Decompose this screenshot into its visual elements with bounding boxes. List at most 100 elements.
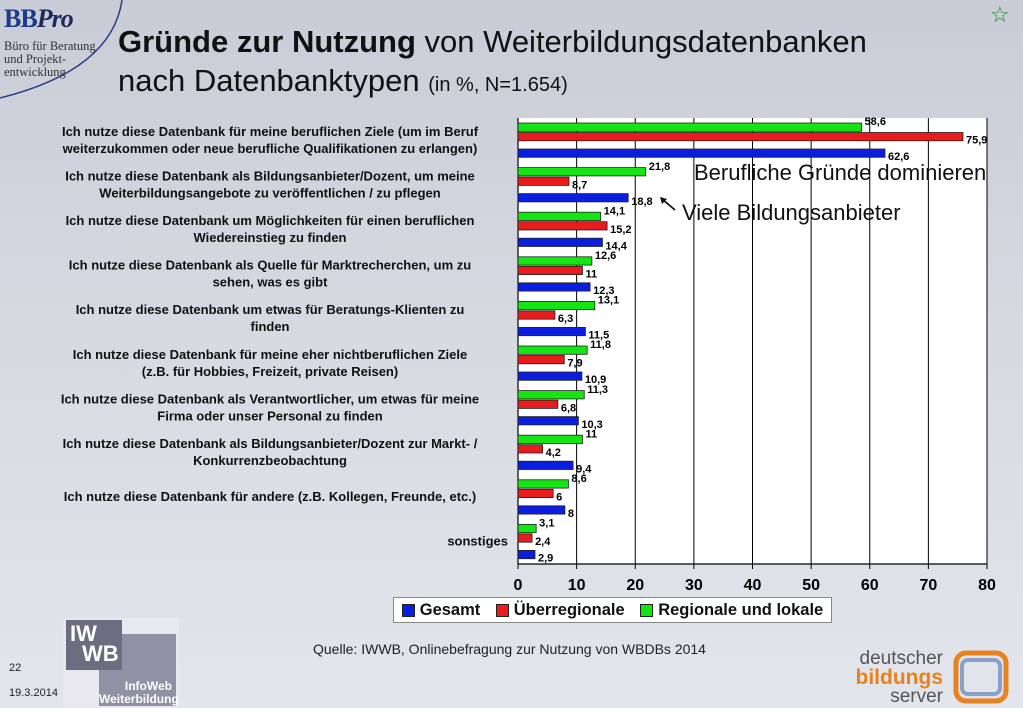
bar bbox=[517, 434, 583, 444]
bar bbox=[517, 399, 559, 409]
bar bbox=[517, 533, 533, 543]
bar bbox=[517, 444, 544, 454]
data-label: 11 bbox=[585, 268, 597, 280]
bildungsserver-icon bbox=[953, 650, 1009, 704]
x-tick-label: 50 bbox=[802, 577, 820, 594]
data-label: 12,6 bbox=[595, 250, 616, 262]
bar bbox=[517, 310, 556, 320]
bar bbox=[517, 460, 574, 470]
bar bbox=[517, 488, 554, 498]
category-label: Ich nutze diese Datenbank als Bildungsan… bbox=[63, 436, 478, 468]
data-label: 15,2 bbox=[610, 224, 631, 236]
data-label: 14,1 bbox=[604, 205, 625, 217]
iwwb-logo-mark: IW WB bbox=[66, 620, 122, 670]
bar bbox=[517, 176, 570, 186]
category-label-line: Ich nutze diese Datenbank als Bildungsan… bbox=[63, 436, 478, 451]
data-label: 18,8 bbox=[631, 196, 652, 208]
iwwb-logo: InfoWeb Weiterbildung IW WB bbox=[63, 618, 179, 708]
category-label-line: Ich nutze diese Datenbank als Verantwort… bbox=[61, 391, 479, 406]
data-label: 3,1 bbox=[539, 518, 554, 530]
data-label: 8,6 bbox=[571, 473, 586, 485]
bar bbox=[517, 355, 565, 365]
annotation-berufliche-gruende: Berufliche Gründe dominieren bbox=[694, 160, 987, 185]
data-label: 21,8 bbox=[649, 161, 670, 173]
x-tick-label: 30 bbox=[685, 577, 703, 594]
bar bbox=[517, 326, 586, 337]
category-label: Ich nutze diese Datenbank als Bildungsan… bbox=[65, 168, 475, 200]
data-label: 58,6 bbox=[865, 116, 886, 128]
category-label-line: sonstiges bbox=[447, 534, 508, 549]
bar bbox=[517, 237, 603, 247]
legend-swatch-gesamt bbox=[401, 603, 415, 617]
data-label: 8 bbox=[568, 508, 574, 520]
category-label-line: Firma oder unser Personal zu finden bbox=[157, 408, 382, 423]
category-label-line: (z.B. für Hobbies, Freizeit, private Rei… bbox=[142, 364, 398, 379]
category-label: Ich nutze diese Datenbank als Quelle für… bbox=[69, 258, 471, 290]
category-label-line: Wiedereinstieg zu finden bbox=[193, 230, 346, 245]
data-label: 10,9 bbox=[585, 374, 606, 386]
data-label: 2,9 bbox=[538, 553, 553, 565]
data-label: 11,5 bbox=[588, 330, 609, 342]
bar bbox=[517, 300, 596, 311]
data-label: 6,8 bbox=[561, 402, 576, 414]
data-label: 2,4 bbox=[535, 536, 551, 548]
bar bbox=[517, 345, 588, 355]
bar bbox=[517, 390, 585, 400]
data-label: 12,3 bbox=[593, 285, 614, 297]
category-label-line: Ich nutze diese Datenbank für meine beru… bbox=[62, 124, 479, 139]
category-label-line: finden bbox=[251, 319, 290, 334]
category-label-line: Ich nutze diese Datenbank für meine eher… bbox=[73, 347, 467, 362]
data-label: 11,8 bbox=[590, 339, 611, 351]
bar bbox=[517, 265, 583, 275]
page-title: Gründe zur Nutzung von Weiterbildungsdat… bbox=[118, 24, 867, 98]
bar bbox=[517, 148, 886, 158]
category-label: Ich nutze diese Datenbank für meine eher… bbox=[73, 347, 467, 379]
data-label: 10,3 bbox=[581, 419, 602, 431]
category-label-line: Ich nutze diese Datenbank als Bildungsan… bbox=[65, 168, 475, 183]
bar bbox=[517, 282, 591, 292]
category-label-line: Ich nutze diese Datenbank als Quelle für… bbox=[69, 258, 471, 273]
bar bbox=[517, 211, 602, 221]
category-label-line: Weiterbildungsangebote zu veröffentliche… bbox=[99, 185, 440, 200]
bar bbox=[517, 122, 862, 132]
category-label-line: Konkurrenzbeobachtung bbox=[193, 453, 347, 468]
data-label: 7,9 bbox=[567, 358, 582, 370]
x-tick-label: 40 bbox=[744, 577, 762, 594]
data-label: 13,1 bbox=[598, 295, 619, 307]
category-label: sonstiges bbox=[447, 534, 508, 549]
bar bbox=[517, 479, 569, 489]
legend-swatch-ueberregionale bbox=[495, 603, 509, 617]
data-label: 9,4 bbox=[576, 463, 592, 475]
category-label: Ich nutze diese Datenbank als Verantwort… bbox=[61, 391, 479, 423]
page-number: 22 bbox=[9, 662, 22, 674]
bar bbox=[517, 167, 647, 177]
legend-item-ueberregionale: Überregionale bbox=[495, 601, 625, 620]
x-tick-label: 20 bbox=[626, 577, 644, 594]
category-label-line: sehen, was es gibt bbox=[213, 275, 329, 290]
data-label: 11,3 bbox=[587, 384, 608, 396]
bar bbox=[517, 505, 566, 515]
logo-arc bbox=[0, 0, 123, 99]
bar bbox=[517, 221, 608, 231]
annotation-bildungsanbieter: Viele Bildungsanbieter bbox=[682, 200, 901, 225]
x-tick-label: 70 bbox=[919, 577, 937, 594]
data-label: 4,2 bbox=[546, 447, 561, 459]
data-label: 62,6 bbox=[888, 151, 909, 163]
chart-legend: Gesamt Überregionale Regionale und lokal… bbox=[393, 597, 832, 623]
category-label-line: Ich nutze diese Datenbank um etwas für B… bbox=[76, 302, 465, 317]
bar bbox=[517, 132, 964, 142]
star-icon[interactable]: ☆ bbox=[990, 2, 1010, 27]
bar bbox=[517, 416, 579, 426]
bar bbox=[517, 371, 583, 381]
category-label-line: Ich nutze diese Datenbank für andere (z.… bbox=[64, 489, 476, 504]
annotation-arrow-icon bbox=[660, 197, 676, 211]
category-label: Ich nutze diese Datenbank um Möglichkeit… bbox=[66, 213, 475, 245]
data-label: 6,3 bbox=[558, 313, 573, 325]
data-label: 14,4 bbox=[605, 240, 627, 252]
category-label: Ich nutze diese Datenbank um etwas für B… bbox=[76, 302, 465, 334]
data-label: 75,9 bbox=[966, 135, 987, 147]
legend-item-gesamt: Gesamt bbox=[401, 601, 480, 620]
logo-brand: BBPro bbox=[4, 4, 74, 33]
category-label-line: Ich nutze diese Datenbank um Möglichkeit… bbox=[66, 213, 475, 228]
bbpro-logo: BBPro Büro für Beratung und Projekt- ent… bbox=[0, 0, 130, 100]
